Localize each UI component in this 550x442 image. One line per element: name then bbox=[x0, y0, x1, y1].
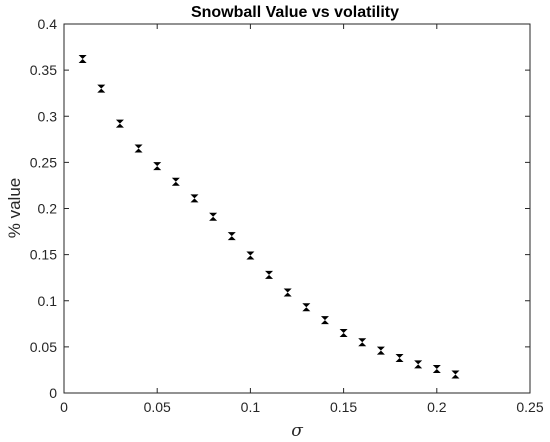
x-tick-label: 0.25 bbox=[516, 399, 543, 415]
data-point bbox=[376, 346, 385, 355]
data-point bbox=[246, 251, 255, 260]
chart-title: Snowball Value vs volatility bbox=[191, 4, 399, 21]
data-point bbox=[227, 232, 236, 241]
x-tick-label: 0.1 bbox=[241, 399, 261, 415]
data-point bbox=[395, 353, 404, 362]
y-tick-label: 0.3 bbox=[38, 108, 58, 124]
data-point bbox=[302, 303, 311, 312]
x-tick-label: 0.15 bbox=[330, 399, 357, 415]
data-point bbox=[358, 338, 367, 347]
y-tick-label: 0.4 bbox=[38, 16, 58, 32]
y-tick-label: 0.2 bbox=[38, 201, 58, 217]
x-tick-label: 0.05 bbox=[144, 399, 171, 415]
data-point bbox=[115, 119, 124, 128]
y-axis-ticks: 0 0.05 0.1 0.15 0.2 0.25 0.3 0.35 0.4 bbox=[30, 16, 530, 401]
data-point bbox=[153, 162, 162, 171]
y-tick-label: 0.05 bbox=[30, 339, 57, 355]
data-point bbox=[78, 55, 87, 64]
data-point bbox=[134, 144, 143, 153]
y-tick-label: 0 bbox=[49, 385, 57, 401]
data-point bbox=[283, 288, 292, 297]
data-point bbox=[209, 212, 218, 221]
y-tick-label: 0.35 bbox=[30, 62, 57, 78]
data-point bbox=[451, 370, 460, 379]
data-point bbox=[265, 270, 274, 279]
data-points bbox=[78, 55, 460, 379]
data-point bbox=[190, 194, 199, 203]
y-tick-label: 0.25 bbox=[30, 154, 57, 170]
y-tick-label: 0.15 bbox=[30, 247, 57, 263]
x-axis-label: σ bbox=[291, 421, 303, 441]
data-point bbox=[414, 360, 423, 369]
data-point bbox=[339, 329, 348, 338]
x-tick-label: 0.2 bbox=[427, 399, 447, 415]
y-tick-label: 0.1 bbox=[38, 293, 58, 309]
x-tick-label: 0 bbox=[60, 399, 68, 415]
y-axis-label: % value bbox=[5, 178, 24, 238]
data-point bbox=[97, 84, 106, 93]
data-point bbox=[320, 316, 329, 325]
data-point bbox=[171, 177, 180, 186]
x-axis-ticks: 0 0.05 0.1 0.15 0.2 0.25 bbox=[60, 24, 544, 415]
plot-area bbox=[64, 24, 530, 393]
data-point bbox=[432, 365, 441, 374]
